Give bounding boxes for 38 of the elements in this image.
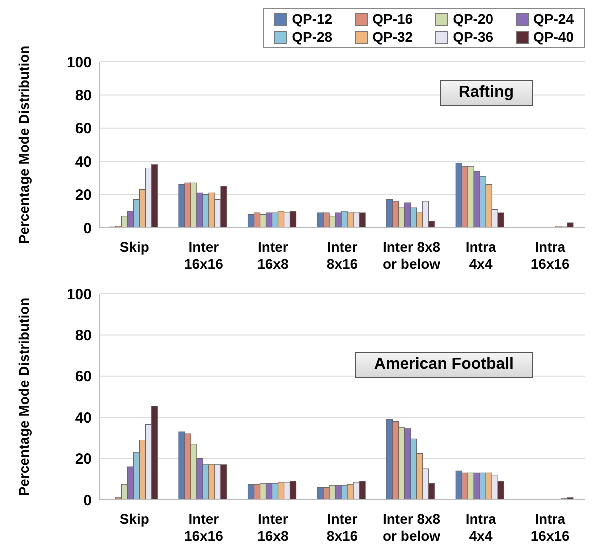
x-tick-label: Intra 16x16 <box>530 239 570 272</box>
y-tick-label: 80 <box>75 88 92 105</box>
x-tick-label: Intra 4x4 <box>466 239 496 272</box>
chart-title-box: American Football <box>355 352 533 378</box>
x-tick-label: Intra 4x4 <box>466 511 496 544</box>
y-axis-title: Percentage Mode Distribution <box>16 298 32 496</box>
chart-title-box: Rafting <box>440 80 533 106</box>
x-tick-label: Skip <box>120 511 150 527</box>
x-tick-label: Inter 16x16 <box>184 511 224 544</box>
y-tick-label: 0 <box>84 492 92 510</box>
y-axis-title: Percentage Mode Distribution <box>16 46 32 244</box>
y-tick-label: 60 <box>75 120 92 138</box>
y-tick-label: 100 <box>66 286 92 304</box>
y-tick-label: 100 <box>66 54 92 72</box>
y-tick-label: 40 <box>75 154 92 171</box>
legend-label: QP-40 <box>534 29 574 45</box>
x-tick-label: Inter 8x16 <box>326 239 358 272</box>
legend-label: QP-36 <box>453 29 494 45</box>
legend-label: QP-28 <box>292 29 333 45</box>
x-tick-label: Inter 16x16 <box>184 239 224 272</box>
x-tick-label: Intra 16x16 <box>530 511 570 544</box>
legend-label: QP-32 <box>372 29 414 45</box>
y-tick-label: 80 <box>75 328 92 345</box>
legend-label: QP-12 <box>292 11 333 27</box>
legend-label: QP-16 <box>372 11 414 27</box>
y-tick-label: 60 <box>75 368 92 386</box>
y-tick-label: 20 <box>75 451 92 468</box>
x-tick-label: Inter 8x16 <box>326 511 358 544</box>
y-tick-label: 20 <box>75 187 92 204</box>
y-tick-label: 0 <box>84 220 92 238</box>
legend-label: QP-20 <box>453 11 494 27</box>
y-tick-label: 40 <box>75 410 92 427</box>
x-tick-label: Inter 16x8 <box>258 239 289 272</box>
x-tick-label: Skip <box>120 239 150 255</box>
x-tick-label: Inter 8x8 or below <box>382 239 441 272</box>
x-tick-label: Inter 16x8 <box>258 511 289 544</box>
x-tick-label: Inter 8x8 or below <box>382 511 441 544</box>
legend-label: QP-24 <box>534 11 574 27</box>
